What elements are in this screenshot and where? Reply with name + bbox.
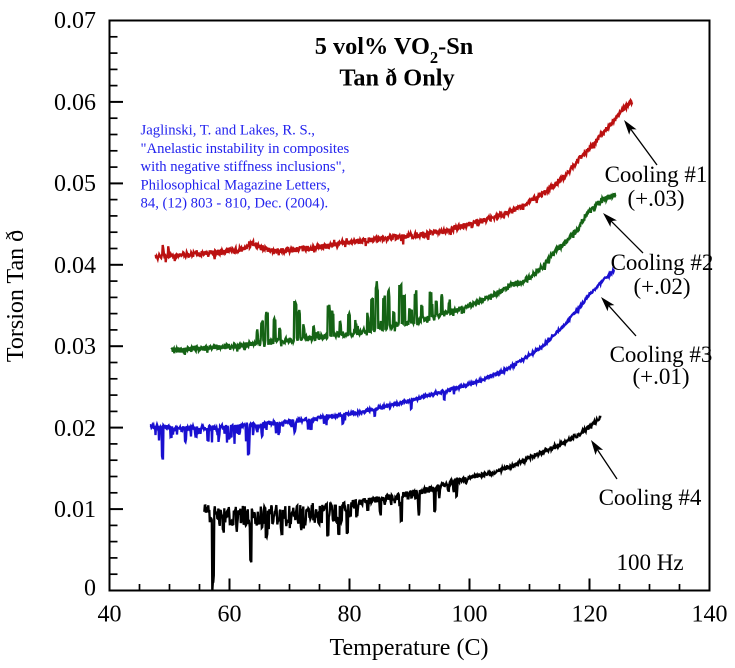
svg-text:0.04: 0.04 — [54, 253, 96, 279]
svg-text:140: 140 — [692, 602, 728, 628]
svg-text:Cooling #2: Cooling #2 — [611, 250, 714, 275]
svg-text:Tan ð Only: Tan ð Only — [339, 65, 454, 92]
svg-text:Cooling #4: Cooling #4 — [599, 485, 702, 510]
svg-text:(+.02): (+.02) — [633, 274, 690, 299]
svg-text:0.07: 0.07 — [54, 8, 96, 34]
svg-text:Cooling #3: Cooling #3 — [610, 342, 713, 367]
svg-text:100: 100 — [452, 602, 488, 628]
svg-text:80: 80 — [338, 602, 362, 628]
svg-text:84, (12) 803 - 810, Dec. (2004: 84, (12) 803 - 810, Dec. (2004). — [141, 196, 329, 212]
svg-text:0.05: 0.05 — [54, 171, 96, 197]
svg-text:0.01: 0.01 — [54, 497, 96, 523]
svg-text:60: 60 — [218, 602, 242, 628]
svg-text:(+.03): (+.03) — [627, 186, 684, 211]
svg-text:Philosophical Magazine Letters: Philosophical Magazine Letters, — [141, 177, 331, 193]
svg-text:Torsion Tan ð: Torsion Tan ð — [3, 230, 29, 362]
svg-text:Jaglinski, T. and Lakes, R. S.: Jaglinski, T. and Lakes, R. S., — [141, 123, 315, 139]
svg-text:0.06: 0.06 — [54, 90, 96, 116]
svg-text:with negative stiffness inclu: with negative stiffness inclusions", — [141, 159, 346, 175]
svg-text:40: 40 — [98, 602, 122, 628]
svg-text:0.02: 0.02 — [54, 416, 96, 442]
svg-text:(+.01): (+.01) — [632, 364, 689, 389]
svg-text:"Anelastic instability in comp: "Anelastic instability in composites — [141, 141, 350, 157]
svg-text:100 Hz: 100 Hz — [616, 550, 683, 575]
svg-text:Cooling #1: Cooling #1 — [605, 162, 708, 187]
svg-text:120: 120 — [572, 602, 608, 628]
svg-text:Temperature (C): Temperature (C) — [330, 635, 489, 661]
svg-text:0.03: 0.03 — [54, 334, 96, 360]
svg-text:0: 0 — [84, 576, 96, 602]
